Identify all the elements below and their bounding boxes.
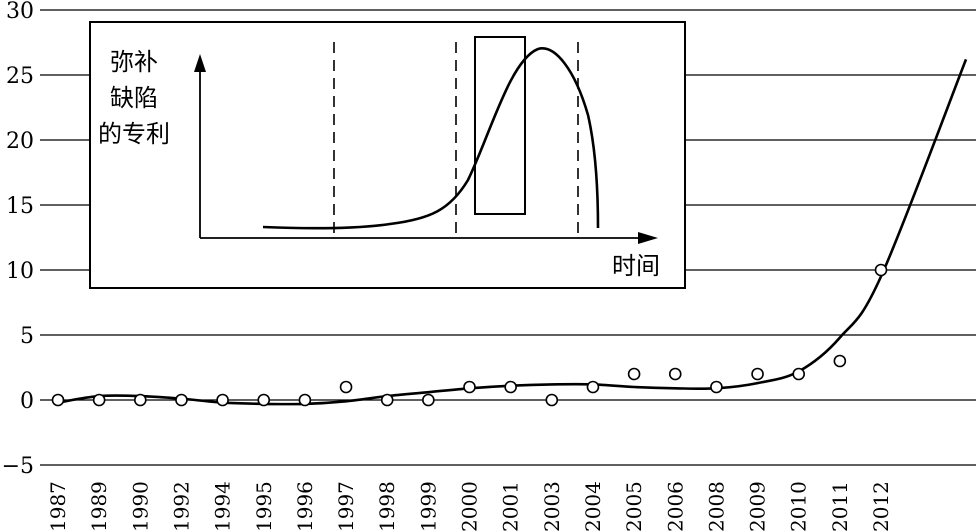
data-point [463, 380, 476, 394]
inset-ylabel-line2: 缺陷 [110, 84, 158, 112]
data-points [51, 263, 888, 407]
x-tick-label: 2012 [869, 481, 893, 532]
inset-frame [89, 21, 686, 289]
x-tick-label: 1994 [211, 481, 235, 532]
y-tick-label: 5 [20, 324, 34, 349]
y-tick-label: 20 [6, 129, 34, 154]
x-tick-label: 2005 [622, 481, 646, 532]
inset-x-arrow [638, 232, 658, 244]
y-tick-label: −5 [2, 454, 34, 479]
data-point [586, 380, 600, 394]
x-tick-label: 2000 [458, 481, 482, 532]
x-tick-label: 1995 [252, 481, 276, 532]
data-point [504, 380, 517, 394]
y-tick-label: 15 [6, 194, 34, 219]
data-point [710, 380, 723, 394]
data-point [422, 393, 435, 407]
data-point [792, 367, 806, 381]
data-point [751, 367, 764, 381]
y-tick-label: 25 [6, 64, 34, 89]
data-point [545, 393, 559, 407]
x-tick-label: 1989 [87, 481, 111, 532]
inset-xlabel: 时间 [612, 252, 660, 280]
data-point [257, 393, 271, 407]
inset-ylabel-line1: 弥补 [110, 48, 158, 76]
y-tick-label: 30 [6, 0, 34, 24]
x-tick-label: 1987 [46, 481, 70, 532]
x-tick-label: 2001 [499, 481, 523, 532]
data-point [298, 393, 312, 407]
y-tick-label: 10 [6, 259, 34, 284]
data-point [874, 263, 888, 277]
data-point [833, 354, 847, 368]
x-tick-label: 2004 [581, 481, 605, 532]
x-tick-label: 2011 [828, 481, 852, 532]
data-point [380, 393, 394, 407]
data-point [668, 367, 682, 381]
data-point [51, 393, 65, 407]
x-tick-label: 2006 [663, 481, 687, 532]
y-axis-ticks: −5 0 5 10 15 20 25 30 [2, 0, 34, 479]
x-tick-label: 1996 [293, 481, 317, 532]
x-tick-label: 1998 [375, 481, 399, 532]
inset-chart: 弥补 缺陷 的专利 时间 [89, 21, 686, 289]
y-tick-label: 0 [20, 389, 34, 414]
x-tick-label: 1999 [416, 481, 440, 532]
inset-highlight-box [474, 36, 526, 215]
data-point [134, 393, 147, 407]
data-point [627, 367, 641, 381]
x-tick-label: 2010 [787, 481, 811, 532]
inset-y-arrow [194, 54, 206, 72]
x-tick-label: 2008 [704, 481, 728, 532]
x-axis-ticks: 1987 1989 1990 1992 1994 1995 1996 1997 1998 1999… [46, 481, 893, 532]
x-tick-label: 1992 [169, 481, 193, 532]
x-tick-label: 1997 [334, 481, 358, 532]
x-tick-label: 2003 [540, 481, 564, 532]
data-point [175, 393, 188, 407]
x-tick-label: 2009 [746, 481, 770, 532]
inset-curve [262, 47, 600, 230]
data-point [92, 393, 106, 407]
data-point [339, 380, 353, 394]
inset-ylabel-line3: 的专利 [98, 120, 170, 148]
data-point [216, 393, 229, 407]
x-tick-label: 1990 [128, 481, 152, 532]
